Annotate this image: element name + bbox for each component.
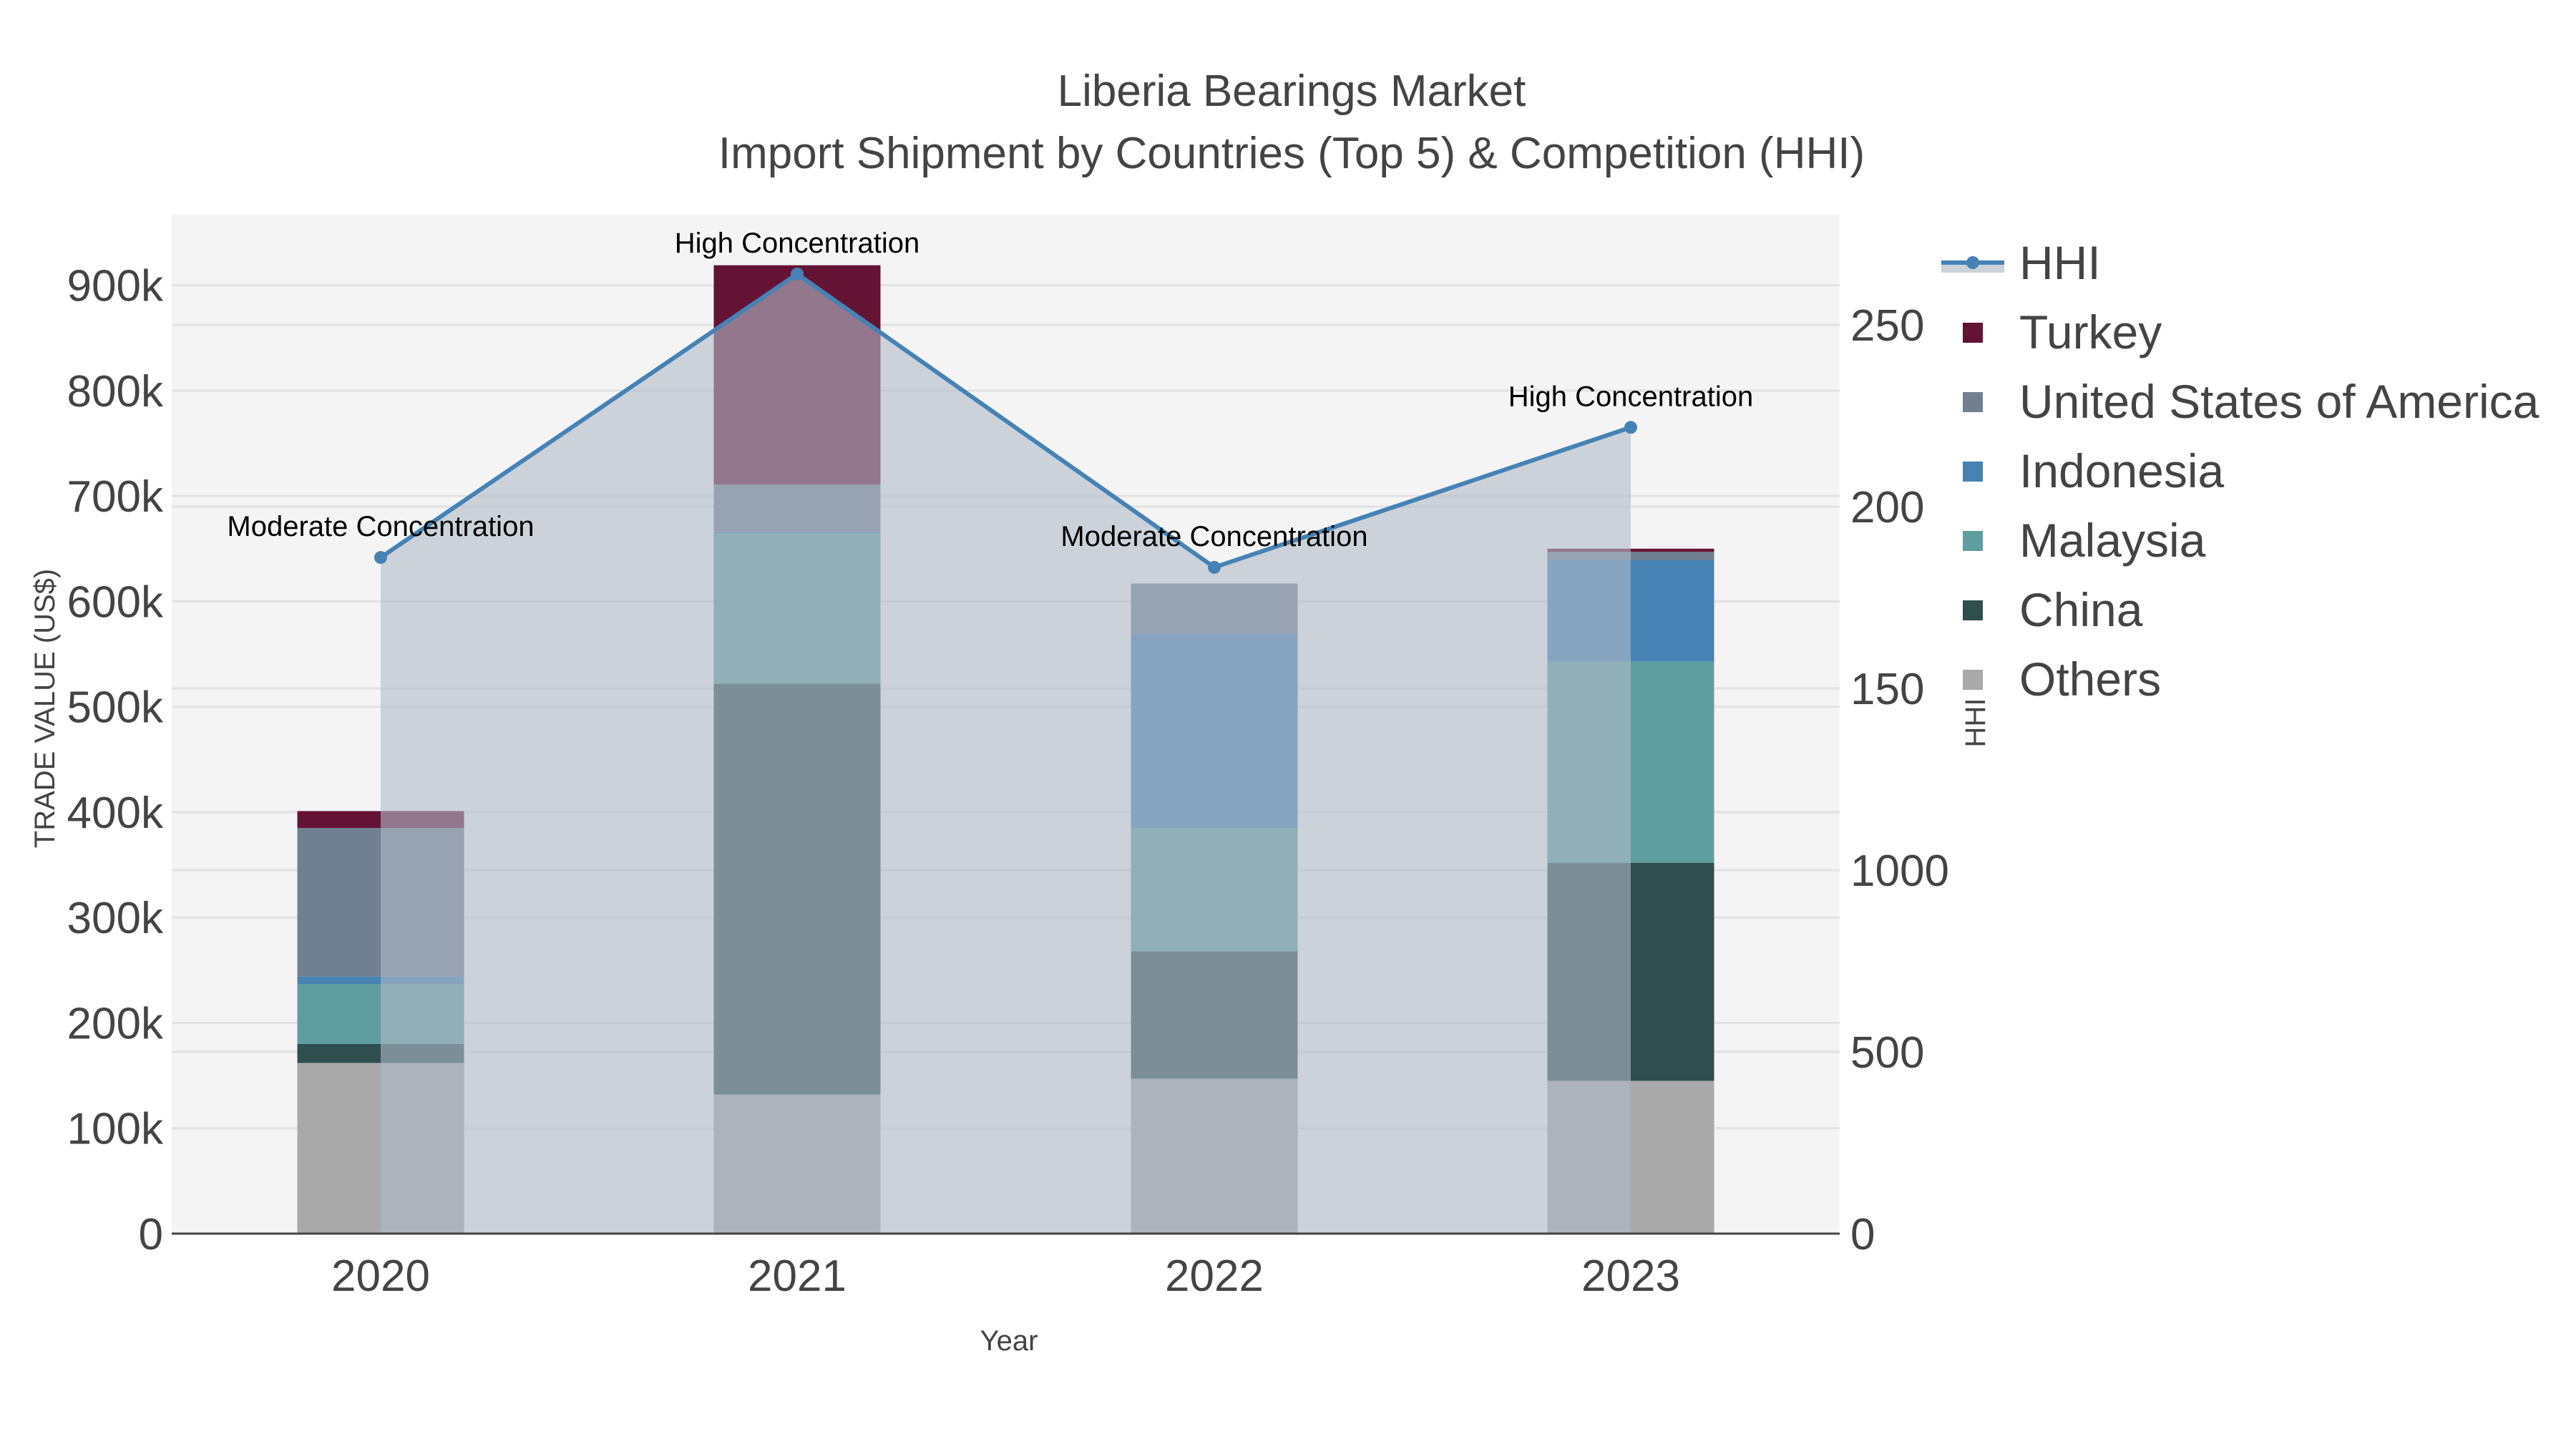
hhi-series — [374, 267, 1637, 1234]
legend-label: China — [2019, 583, 2143, 636]
hhi-annotation: Moderate Concentration — [227, 511, 534, 542]
y-left-tick-label: 100k — [67, 1105, 164, 1154]
x-axis-title: Year — [980, 1325, 1038, 1357]
legend-swatch-icon — [1963, 323, 1983, 343]
x-axis-ticks: 2020 2021 2022 2023 — [331, 1252, 1680, 1301]
y-right-tick-label: 150 — [1850, 665, 1924, 714]
y-left-tick-label: 800k — [67, 367, 164, 416]
y-right-tick-label: 250 — [1850, 301, 1924, 351]
y-right-tick-label: 500 — [1850, 1028, 1924, 1078]
y-right-tick-label: 1000 — [1850, 847, 1949, 896]
y-left-tick-label: 400k — [67, 789, 164, 838]
chart-title-line1: Liberia Bearings Market — [1058, 67, 1526, 116]
legend-item-malaysia[interactable]: Malaysia — [1963, 514, 2206, 567]
y-axis-right-ticks: 0 500 1000 150 200 250 — [1850, 301, 1949, 1259]
legend-swatch-icon — [1963, 600, 1983, 620]
legend-swatch-icon — [1963, 670, 1983, 690]
y-left-tick-label: 600k — [67, 577, 164, 627]
y-right-tick-label: 200 — [1850, 483, 1924, 532]
y-left-tick-label: 300k — [67, 894, 164, 943]
hhi-line — [379, 271, 1631, 570]
y-left-tick-label: 700k — [67, 472, 164, 522]
chart-title: Liberia Bearings Market Import Shipment … — [718, 67, 1865, 178]
hhi-marker — [1624, 421, 1637, 434]
x-tick-label: 2020 — [331, 1252, 430, 1301]
y-axis-right-title: HHI — [1960, 698, 1991, 748]
legend-label: Malaysia — [2019, 514, 2206, 567]
x-tick-label: 2022 — [1165, 1252, 1264, 1301]
x-tick-label: 2023 — [1581, 1252, 1680, 1301]
hhi-marker — [1208, 560, 1221, 574]
legend-label: Others — [2019, 653, 2161, 706]
legend-item-united-states-of-america[interactable]: United States of America — [1963, 375, 2540, 428]
legend-label: Turkey — [2019, 306, 2162, 358]
y-right-tick-label: 0 — [1850, 1210, 1875, 1259]
hhi-legend-marker-icon — [1966, 256, 1979, 269]
legend-item-china[interactable]: China — [1963, 583, 2143, 636]
legend-swatch-icon — [1963, 462, 1983, 482]
y-axis-left-title: TRADE VALUE (US$) — [29, 569, 61, 848]
legend-label: Indonesia — [2019, 444, 2225, 497]
hhi-marker — [374, 551, 387, 565]
legend-background — [1938, 239, 2260, 532]
legend-swatch-icon — [1963, 531, 1983, 551]
chart-title-line2: Import Shipment by Countries (Top 5) & C… — [718, 129, 1865, 178]
y-left-tick-label: 500k — [67, 683, 164, 733]
hhi-annotation: High Concentration — [675, 228, 919, 259]
legend-label: United States of America — [2019, 375, 2540, 428]
y-axis-left-ticks: 0 100k 200k 300k 400k 500k 600k 700k 800k 900k — [67, 262, 164, 1259]
y-left-tick-label: 200k — [67, 999, 164, 1048]
hhi-marker — [791, 267, 804, 280]
legend-item-others[interactable]: Others — [1963, 653, 2161, 706]
legend: HHI Turkey United States of America Indones… — [1938, 236, 2540, 706]
legend-swatch-icon — [1963, 392, 1983, 412]
legend-label: HHI — [2019, 236, 2101, 289]
hhi-annotation: High Concentration — [1508, 381, 1753, 412]
legend-item-turkey[interactable]: Turkey — [1963, 306, 2162, 358]
legend-item-hhi[interactable]: HHI — [1941, 236, 2101, 289]
x-tick-label: 2021 — [748, 1252, 847, 1301]
legend-item-indonesia[interactable]: Indonesia — [1963, 444, 2225, 497]
y-left-tick-label: 0 — [139, 1210, 163, 1259]
y-left-tick-label: 900k — [67, 262, 164, 311]
hhi-annotation: Moderate Concentration — [1060, 521, 1367, 552]
hhi-annotations: Moderate Concentration High Concentration… — [227, 228, 1753, 552]
hhi-area — [381, 273, 1631, 1234]
